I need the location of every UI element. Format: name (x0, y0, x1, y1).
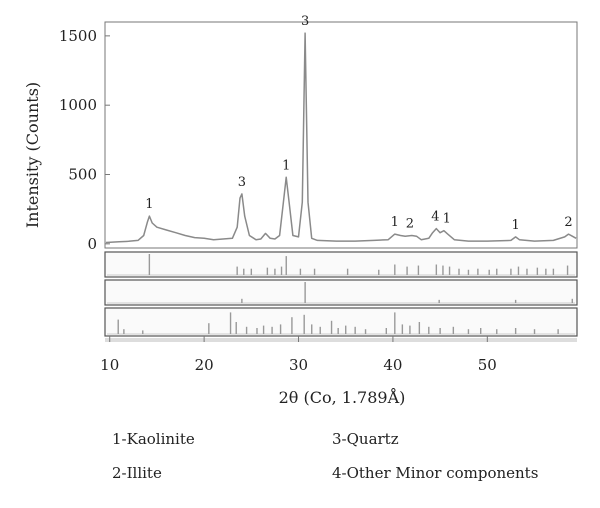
reference-panel-0 (104, 251, 578, 278)
diffraction-pattern-line (105, 32, 577, 244)
legend-item-minor: 4-Other Minor components (332, 464, 539, 482)
x-tick-label-30: 30 (289, 356, 308, 374)
legend-item-illite: 2-Illite (112, 464, 162, 482)
x-tick-label-40: 40 (383, 356, 402, 374)
peak-label-9: 2 (564, 215, 572, 230)
legend-item-quartz: 3-Quartz (332, 430, 399, 448)
peak-label-0: 1 (145, 197, 153, 212)
peak-label-7: 1 (443, 212, 451, 227)
legend-item-kaolinite: 1-Kaolinite (112, 430, 195, 448)
y-axis-title: Intensity (Counts) (23, 82, 42, 228)
y-tick-label-1000: 1000 (59, 96, 97, 114)
x-axis-title: 2θ (Co, 1.789Å) (279, 387, 406, 407)
y-axis: 0 500 1000 1500 (59, 27, 110, 253)
peak-label-5: 2 (406, 217, 414, 232)
reference-panel-2 (104, 307, 578, 337)
y-tick-label-0: 0 (87, 235, 97, 253)
y-tick-label-500: 500 (68, 166, 97, 184)
x-tick-label-10: 10 (100, 356, 119, 374)
peak-label-3: 3 (301, 14, 309, 29)
peak-label-2: 1 (282, 158, 290, 173)
reference-panel-1 (104, 279, 578, 306)
peak-label-8: 1 (511, 218, 519, 233)
x-axis: 10 20 30 40 50 (100, 336, 577, 374)
peak-label-4: 1 (391, 215, 399, 230)
x-tick-label-50: 50 (478, 356, 497, 374)
reference-panels (104, 251, 578, 337)
peak-label-6: 4 (431, 210, 439, 225)
y-tick-label-1500: 1500 (59, 27, 97, 45)
main-plot-frame (104, 21, 578, 249)
x-tick-label-20: 20 (195, 356, 214, 374)
peak-label-1: 3 (238, 175, 246, 190)
